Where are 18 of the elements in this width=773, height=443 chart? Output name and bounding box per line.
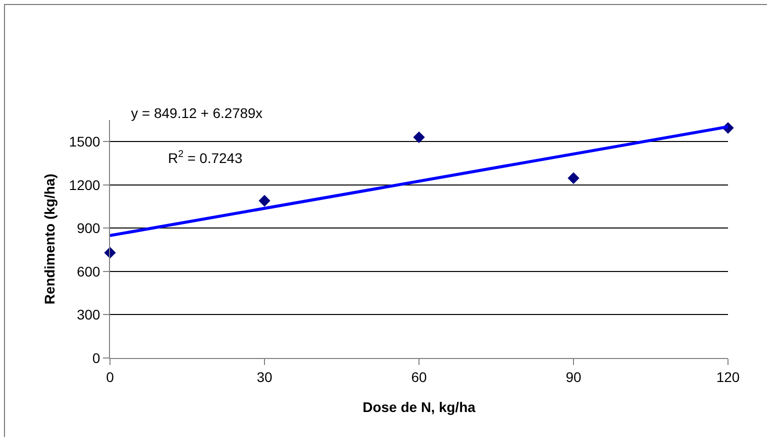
point — [258, 194, 270, 207]
y-tick-label: 0 — [92, 350, 100, 366]
x-tick-label: 60 — [411, 368, 427, 385]
y-tick-label: 600 — [76, 263, 100, 280]
x-tick-label: 0 — [106, 368, 114, 385]
x-tick-label: 90 — [566, 368, 582, 385]
y-tick-label: 900 — [76, 220, 100, 236]
y-tick-label: 1200 — [69, 176, 100, 193]
point — [413, 131, 425, 144]
point — [568, 172, 580, 184]
x-tick-label: 30 — [256, 368, 272, 385]
annotation: y = 849.12 + 6.2789x — [131, 105, 263, 121]
y-axis-title: Rendimento (kg/ha) — [42, 174, 58, 304]
x-axis-title: Dose de N, kg/ha — [362, 399, 476, 416]
y-tick-label: 300 — [76, 306, 100, 323]
annotation: R$^{2}$ = 0.7243 — [168, 149, 243, 166]
y-tick-label: 1500 — [69, 134, 100, 150]
x-tick-label: 120 — [716, 368, 740, 385]
